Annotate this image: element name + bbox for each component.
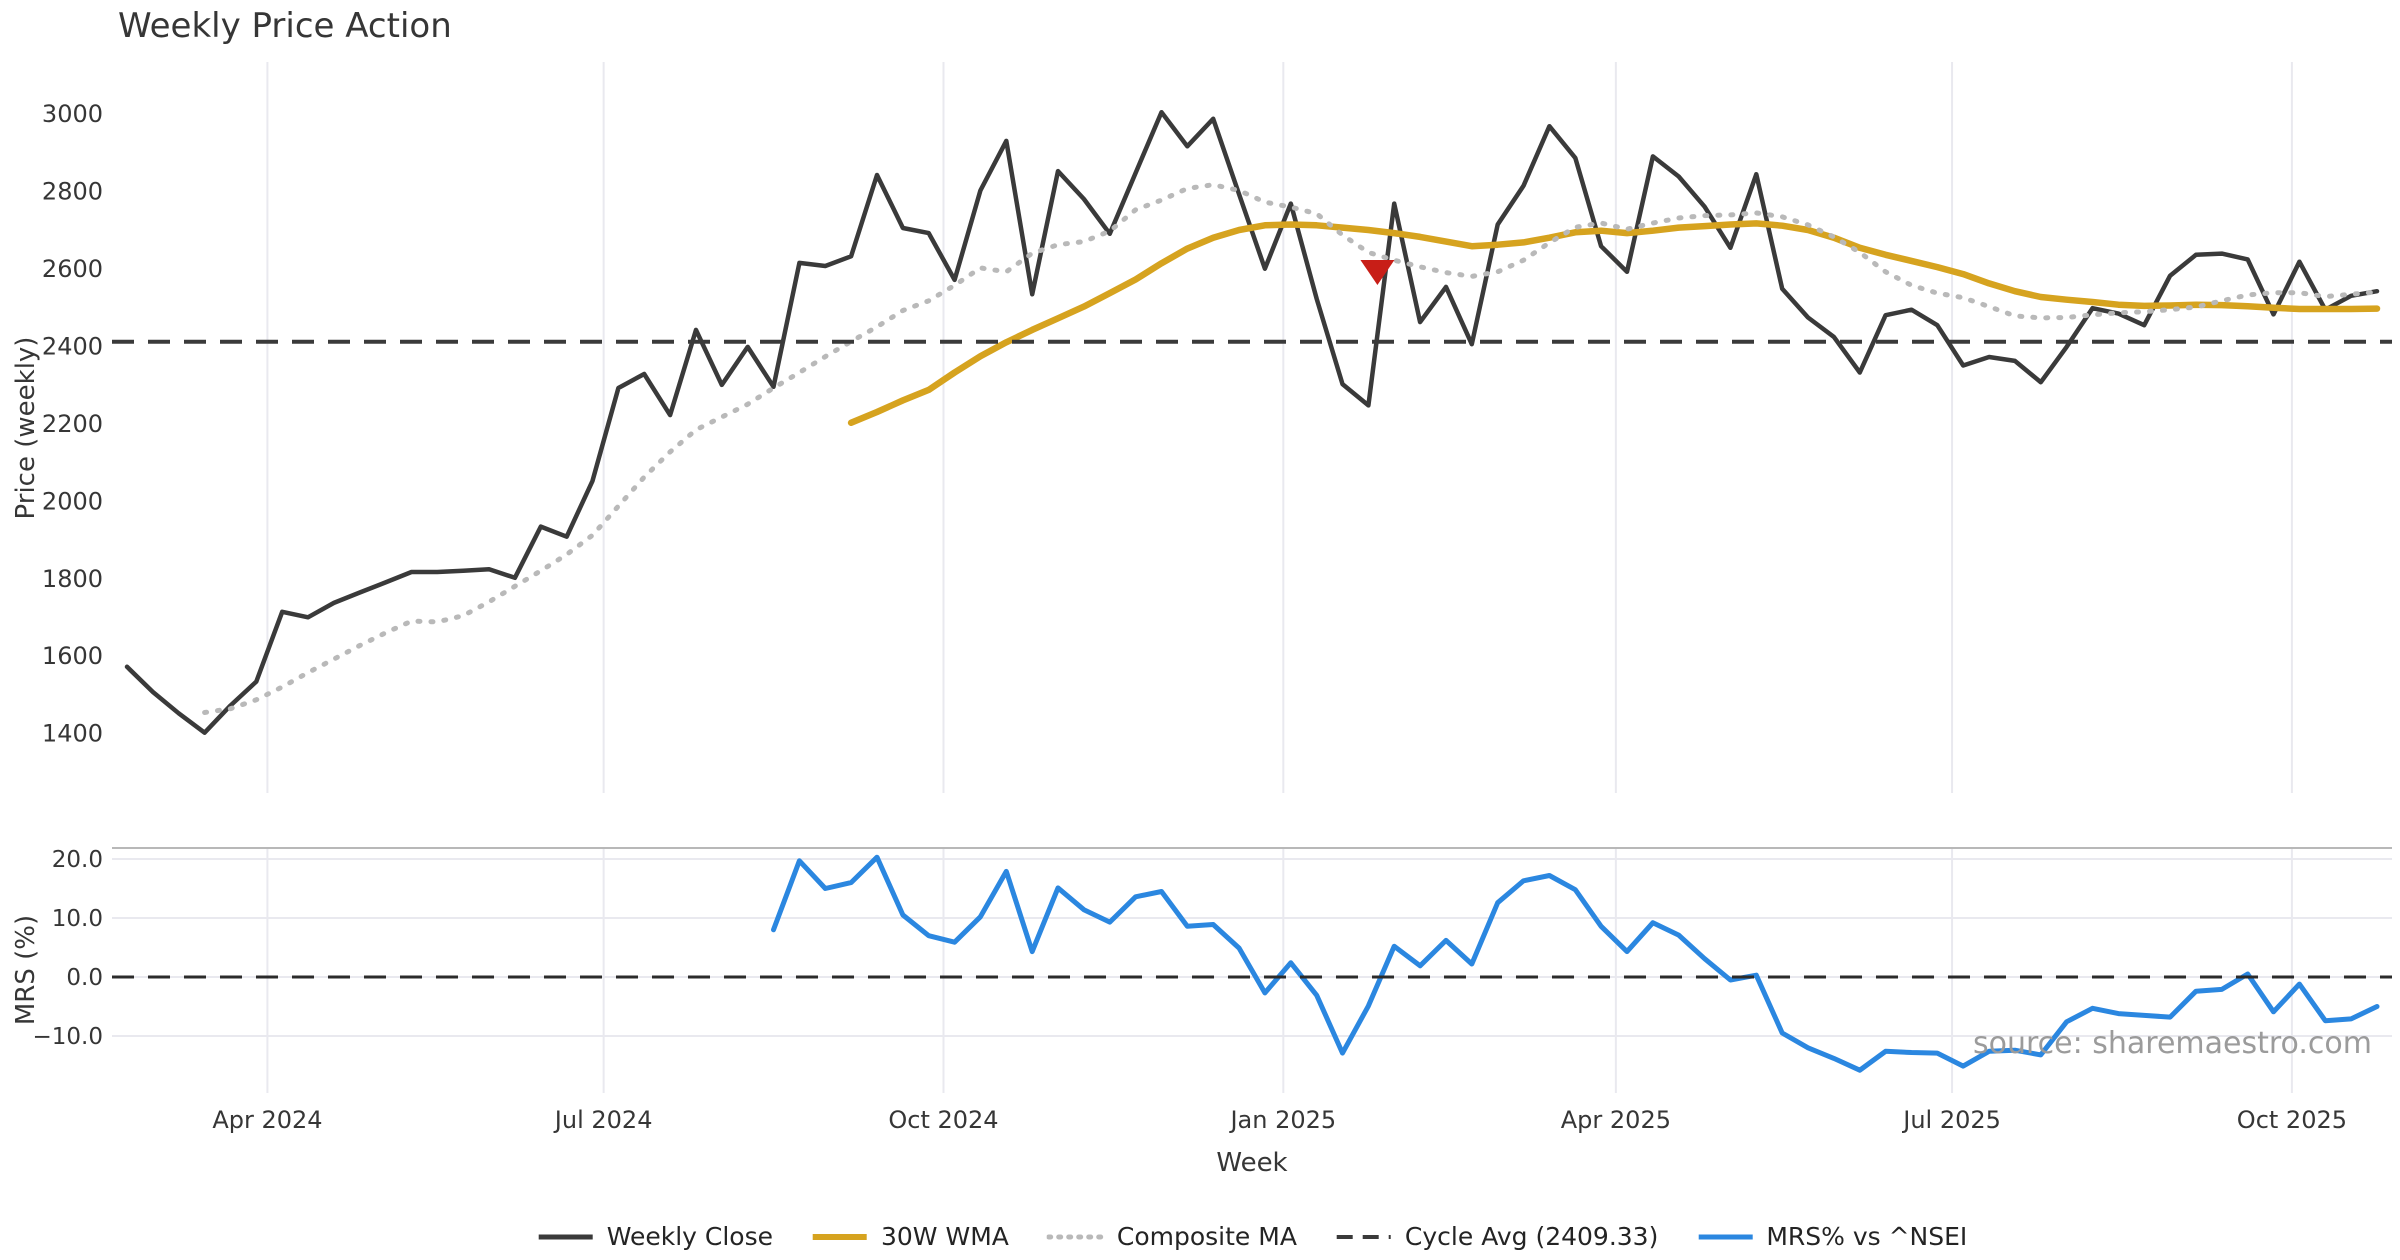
cycle-avg-swatch-icon bbox=[1336, 1234, 1391, 1239]
x-tick-label: Apr 2024 bbox=[212, 1106, 322, 1134]
composite-ma-line bbox=[202, 182, 2380, 715]
legend-label: Composite MA bbox=[1116, 1222, 1297, 1251]
legend-label: Weekly Close bbox=[606, 1222, 773, 1251]
x-tick-label: Jul 2025 bbox=[1901, 1106, 2001, 1134]
y-tick-label-mrs: 0.0 bbox=[66, 965, 103, 991]
mrs-vs-nsei-line bbox=[771, 854, 2380, 1073]
price-axis-label: Price (weekly) bbox=[11, 336, 41, 520]
y-tick-label-price: 2200 bbox=[42, 410, 103, 438]
chart-title: Weekly Price Action bbox=[118, 6, 452, 46]
week-axis-label: Week bbox=[1216, 1148, 1288, 1178]
30w-wma-line bbox=[847, 220, 2381, 427]
watermark: source: sharemaestro.com bbox=[1973, 1026, 2372, 1061]
legend-label: Cycle Avg (2409.33) bbox=[1404, 1222, 1659, 1251]
mrs-axis-label: MRS (%) bbox=[11, 914, 41, 1026]
wma-swatch-icon bbox=[813, 1233, 867, 1240]
legend-label: 30W WMA bbox=[881, 1222, 1009, 1251]
y-tick-label-mrs: 20.0 bbox=[52, 847, 103, 873]
y-tick-label-price: 2800 bbox=[42, 177, 103, 205]
legend-item-weekly-close: Weekly Close bbox=[537, 1222, 773, 1251]
legend-label: MRS% vs ^NSEI bbox=[1766, 1222, 1968, 1251]
y-tick-label-mrs: 10.0 bbox=[52, 906, 103, 932]
y-tick-label-price: 2400 bbox=[42, 332, 103, 360]
x-tick-label: Oct 2025 bbox=[2237, 1106, 2347, 1134]
y-tick-label-price: 2000 bbox=[42, 487, 103, 515]
x-tick-label: Apr 2025 bbox=[1561, 1106, 1671, 1134]
y-tick-label-mrs: −10.0 bbox=[33, 1024, 103, 1050]
composite-ma-swatch-icon bbox=[1046, 1234, 1105, 1239]
legend-item-composite-ma: Composite MA bbox=[1046, 1222, 1297, 1251]
x-tick-label: Oct 2024 bbox=[888, 1106, 998, 1134]
sell-signal-marker-icon bbox=[1360, 260, 1395, 286]
legend-item-30w-wma: 30W WMA bbox=[811, 1222, 1009, 1251]
y-tick-label-price: 1800 bbox=[42, 565, 103, 593]
y-tick-label-price: 1400 bbox=[42, 720, 103, 748]
x-tick-label: Jan 2025 bbox=[1228, 1106, 1336, 1134]
legend-item-mrs: MRS% vs ^NSEI bbox=[1696, 1222, 1967, 1251]
mrs-swatch-icon bbox=[1698, 1234, 1753, 1239]
weekly-close-swatch-icon bbox=[538, 1234, 593, 1239]
weekly-close-line bbox=[124, 109, 2380, 735]
legend: Weekly Close 30W WMA Composite MA Cycle … bbox=[537, 1222, 1967, 1251]
y-tick-label-price: 1600 bbox=[42, 642, 103, 670]
y-tick-label-price: 2600 bbox=[42, 255, 103, 283]
x-tick-label: Jul 2024 bbox=[553, 1106, 653, 1134]
y-tick-label-price: 3000 bbox=[42, 100, 103, 128]
legend-item-cycle-avg: Cycle Avg (2409.33) bbox=[1335, 1222, 1658, 1251]
